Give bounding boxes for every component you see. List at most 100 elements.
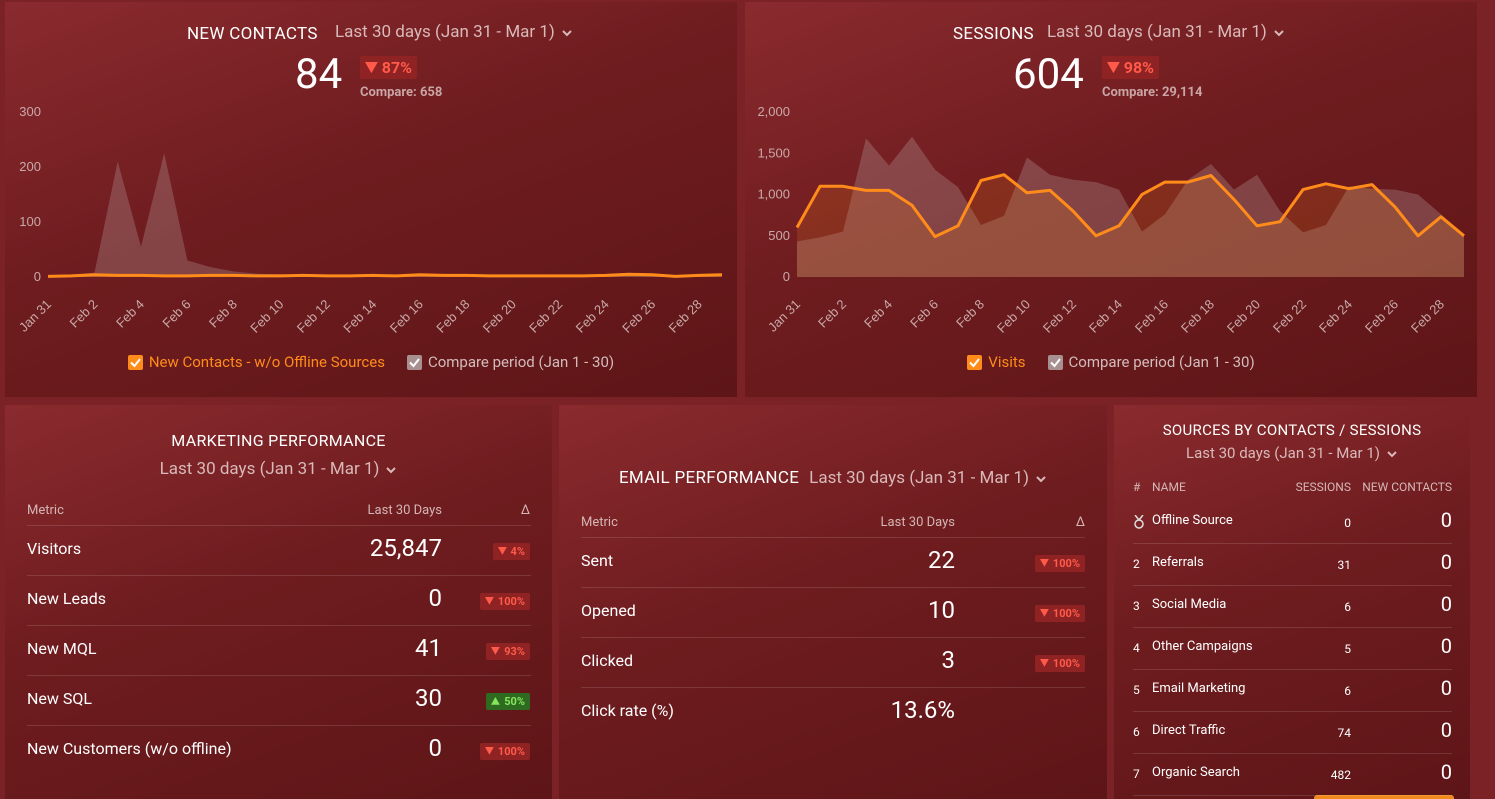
x-tick-label: Feb 6 [159,297,193,331]
change-text: 4% [510,544,525,558]
legend-item[interactable]: Visits [967,353,1026,371]
contacts-value: 0 [1440,550,1452,574]
arrow-shape [365,61,378,74]
chevron-line [1387,451,1397,458]
x-tick-label: Feb 18 [433,297,472,336]
widget-title: NEW CONTACTS [187,24,318,44]
x-tick-label: Feb 28 [666,297,705,336]
badge-wrap: 100% [1035,602,1085,622]
period-dropdown[interactable]: Last 30 days (Jan 31 - Mar 1) [1047,22,1285,42]
metric-name: New Leads [27,589,106,608]
x-tick-label: Jan 31 [16,297,54,335]
checkbox [406,354,422,370]
source-name: Other Campaigns [1152,639,1253,654]
metric-value: 10 [928,596,955,624]
table-row: New SQL 30 50% [27,675,531,726]
source-name: Referrals [1152,555,1204,570]
down-arrow [1040,609,1049,617]
rank: 5 [1133,683,1140,697]
compare-value: 658 [419,85,443,100]
y-tick-label: 100 [19,214,41,229]
period-dropdown[interactable]: Last 30 days (Jan 31 - Mar 1) [5,459,552,479]
x-tick-label: Feb 12 [294,297,333,336]
legend: Visits Compare period (Jan 1 - 30) [745,353,1477,371]
sessions-value: 74 [1337,726,1352,740]
chevron-icon [562,29,572,36]
table-row: 5 Email Marketing 6 0 [1133,669,1452,712]
table-row: Visitors 25,847 4% [27,525,531,576]
chevron-line [1036,475,1046,482]
change-text: 87% [381,58,412,77]
metric-value: 25,847 [369,534,442,562]
big-number: 84 [295,50,343,99]
checkmark [409,357,420,368]
x-tick-label: Feb 14 [340,297,379,336]
change-badge: 93% [486,642,530,660]
y-tick-label: 2,000 [757,104,790,119]
metric-value: 0 [428,734,443,762]
medal-ribbon [1134,515,1144,522]
chevron-icon [1274,29,1284,36]
period-text: Last 30 days (Jan 31 - Mar 1) [1047,22,1267,42]
sessions-widget: SESSIONS Last 30 days (Jan 31 - Mar 1) 604… [745,2,1477,397]
column-header: NEW CONTACTS [1362,480,1452,494]
source-name: Direct Traffic [1152,723,1226,738]
medal-icon [1134,515,1144,529]
column-header: Metric [581,515,618,530]
contacts-value: 0 [1440,760,1452,784]
legend-item[interactable]: Compare period (Jan 1 - 30) [1047,353,1255,371]
period-text: Last 30 days (Jan 31 - Mar 1) [809,468,1030,488]
source-name: Offline Source [1152,513,1233,528]
x-tick-label: Feb 6 [907,297,941,331]
column-header: # [1133,480,1141,494]
x-tick-label: Feb 22 [526,297,565,336]
legend-label: Compare period (Jan 1 - 30) [427,353,615,371]
chevron-line [1274,29,1284,36]
period-dropdown[interactable]: Last 30 days (Jan 31 - Mar 1) [809,468,1047,488]
y-tick-label: 200 [19,159,41,174]
x-tick-label: Feb 4 [861,297,895,331]
x-tick-label: Feb 22 [1270,297,1309,336]
change-badge: 4% [492,542,530,560]
change-text: 98% [1123,58,1154,77]
metric-name: New Customers (w/o offline) [27,739,232,758]
legend-item[interactable]: Compare period (Jan 1 - 30) [406,353,615,371]
compare-area [48,153,722,277]
widget-title: SESSIONS [953,24,1034,44]
x-tick-label: Feb 24 [573,297,612,336]
table-row: 6 Direct Traffic 74 0 [1133,711,1452,754]
x-tick-label: Feb 12 [1040,297,1079,336]
checkmark [1049,357,1061,368]
legend-item[interactable]: New Contacts - w/o Offline Sources [127,353,385,371]
checkbox [967,354,983,370]
compare-text: Compare: 658 [360,85,442,100]
y-tick-label: 300 [19,104,41,119]
metric-value: 3 [941,646,956,674]
contacts-value: 0 [1440,676,1452,700]
table-row: Sent 22 100% [581,537,1085,588]
chevron-line [562,29,572,36]
series-area [797,174,1464,277]
metric-value: 0 [428,584,443,612]
period-dropdown[interactable]: Last 30 days (Jan 31 - Mar 1) [335,22,573,42]
down-arrow [485,747,494,755]
x-tick-label: Feb 24 [1316,297,1355,336]
series-line [795,173,1465,239]
x-tick-label: Feb 8 [206,297,240,331]
table-header: Metric Last 30 Days Δ [581,509,1085,538]
table-row: New Customers (w/o offline) 0 100% [27,725,531,775]
compare-label: Compare: [360,85,417,100]
period-text: Last 30 days (Jan 31 - Mar 1) [1186,444,1380,462]
metric-name: Visitors [27,539,82,558]
sessions-value: 6 [1344,600,1351,614]
badge-wrap: 50% [486,690,530,710]
arrow-shape [1040,559,1049,567]
metric-value: 30 [415,684,442,712]
metric-value: 22 [928,546,955,574]
change-badge: 100% [1035,604,1085,622]
period-dropdown[interactable]: Last 30 days (Jan 31 - Mar 1) [1114,444,1470,462]
period-text: Last 30 days (Jan 31 - Mar 1) [335,22,555,42]
y-tick-label: 1,500 [757,145,790,160]
arrow-shape [491,697,501,705]
down-arrow [485,597,494,605]
